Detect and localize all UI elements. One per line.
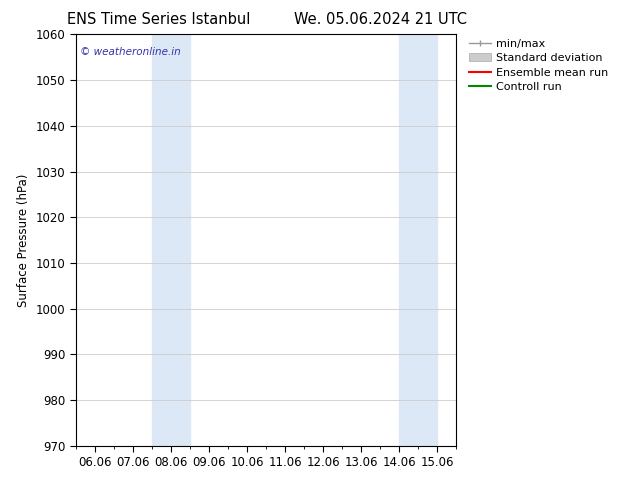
Text: ENS Time Series Istanbul: ENS Time Series Istanbul bbox=[67, 12, 250, 27]
Bar bbox=[171, 34, 190, 446]
Bar bbox=[418, 34, 437, 446]
Legend: min/max, Standard deviation, Ensemble mean run, Controll run: min/max, Standard deviation, Ensemble me… bbox=[464, 34, 613, 97]
Text: We. 05.06.2024 21 UTC: We. 05.06.2024 21 UTC bbox=[294, 12, 467, 27]
Bar bbox=[399, 34, 418, 446]
Text: © weatheronline.in: © weatheronline.in bbox=[80, 47, 181, 57]
Bar bbox=[152, 34, 171, 446]
Y-axis label: Surface Pressure (hPa): Surface Pressure (hPa) bbox=[17, 173, 30, 307]
